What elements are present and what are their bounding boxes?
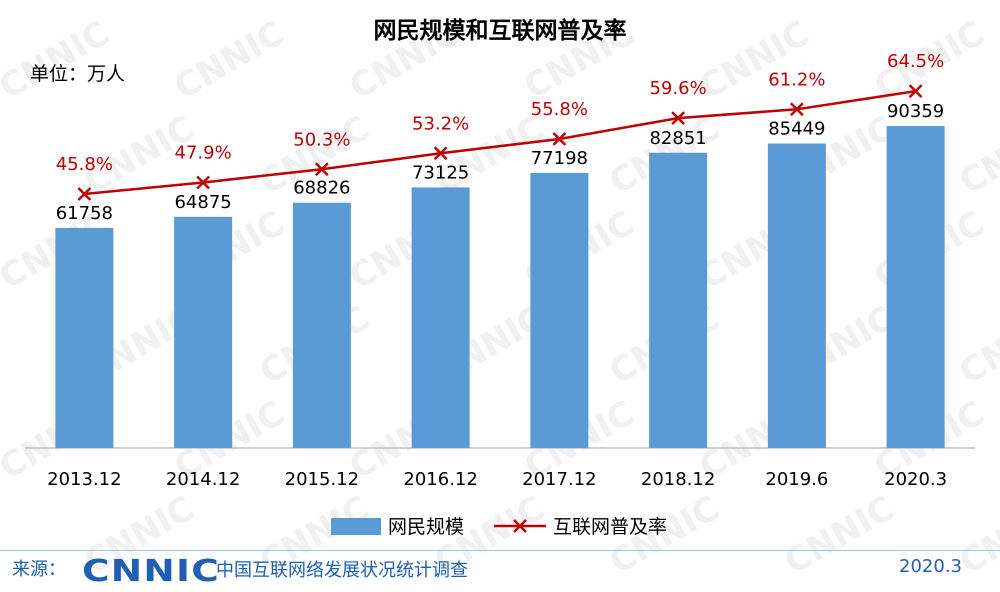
x-tick-labels: 2013.12 2014.12 2015.12 2016.12 2017.12 2018.… bbox=[47, 469, 947, 490]
x-tick-label: 2014.12 bbox=[166, 469, 240, 490]
bar-2013.12 bbox=[55, 227, 114, 448]
line-series bbox=[77, 84, 923, 201]
watermark-text: CNNIC bbox=[778, 488, 901, 582]
bar-2017.12 bbox=[530, 172, 589, 448]
bar-value-label: 61758 bbox=[56, 203, 113, 224]
line-value-label: 64.5% bbox=[887, 51, 944, 72]
watermark-text: CNNIC bbox=[953, 108, 1000, 202]
bar-2020.3 bbox=[886, 126, 945, 448]
bar-value-label: 77198 bbox=[531, 148, 588, 169]
bar-series bbox=[55, 126, 945, 449]
bar-value-label: 90359 bbox=[887, 101, 944, 122]
bar-value-label: 73125 bbox=[412, 162, 469, 183]
legend-bar-swatch bbox=[331, 518, 381, 535]
line-value-label: 53.2% bbox=[412, 113, 469, 134]
unit-label: 单位：万人 bbox=[30, 63, 125, 85]
bar-value-labels: 61758 64875 68826 73125 77198 82851 85449 90359 bbox=[56, 101, 945, 224]
bar-value-label: 64875 bbox=[174, 192, 231, 213]
line-value-label: 47.9% bbox=[175, 142, 232, 163]
bar-2015.12 bbox=[292, 202, 351, 448]
watermark-text: CNNIC bbox=[693, 13, 816, 107]
bar-value-label: 85449 bbox=[768, 118, 825, 139]
line-value-label: 59.6% bbox=[650, 78, 707, 99]
legend-bar-label: 网民规模 bbox=[388, 516, 464, 538]
x-tick-label: 2018.12 bbox=[641, 469, 715, 490]
x-tick-label: 2016.12 bbox=[403, 469, 477, 490]
x-tick-label: 2019.6 bbox=[765, 469, 828, 490]
line-point-marker bbox=[77, 187, 92, 201]
bar-2016.12 bbox=[411, 187, 470, 449]
bar-value-label: 82851 bbox=[649, 128, 706, 149]
watermark-text: CNNIC bbox=[0, 13, 116, 107]
footer-subtitle: 中国互联网络发展状况统计调查 bbox=[216, 560, 468, 581]
watermark-text: CNNIC bbox=[168, 13, 291, 107]
line-path bbox=[84, 89, 916, 196]
line-value-label: 50.3% bbox=[293, 129, 350, 150]
line-point-marker bbox=[552, 132, 567, 146]
line-value-label: 61.2% bbox=[768, 69, 825, 90]
bar-2014.12 bbox=[174, 216, 233, 448]
x-tick-label: 2015.12 bbox=[285, 469, 359, 490]
x-tick-label: 2013.12 bbox=[47, 469, 121, 490]
footer-date: 2020.3 bbox=[899, 556, 962, 577]
line-point-marker bbox=[908, 84, 923, 99]
line-point-marker bbox=[671, 111, 686, 125]
footer-source-label: 来源： bbox=[12, 559, 66, 580]
legend: 网民规模 互联网普及率 bbox=[331, 516, 667, 538]
cnnic-logo: CNNIC bbox=[82, 554, 221, 589]
line-point-marker bbox=[433, 146, 448, 161]
x-tick-label: 2020.3 bbox=[884, 469, 947, 490]
legend-line-marker bbox=[513, 519, 527, 533]
line-value-label: 45.8% bbox=[56, 154, 113, 175]
footer-divider bbox=[0, 550, 1000, 551]
line-point-marker bbox=[789, 102, 804, 117]
legend-line-label: 互联网普及率 bbox=[553, 516, 667, 538]
line-point-marker bbox=[196, 175, 211, 190]
line-point-marker bbox=[314, 162, 329, 177]
bar-2018.12 bbox=[649, 152, 708, 448]
x-tick-label: 2017.12 bbox=[522, 469, 596, 490]
chart-title: 网民规模和互联网普及率 bbox=[374, 17, 627, 44]
watermark-text: CNNIC bbox=[953, 298, 1000, 392]
line-value-label: 55.8% bbox=[531, 99, 588, 120]
line-value-labels: 45.8% 47.9% 50.3% 53.2% 55.8% 59.6% 61.2% 64.5% bbox=[56, 51, 944, 175]
bar-2019.6 bbox=[767, 143, 826, 448]
bar-value-label: 68826 bbox=[293, 178, 350, 199]
